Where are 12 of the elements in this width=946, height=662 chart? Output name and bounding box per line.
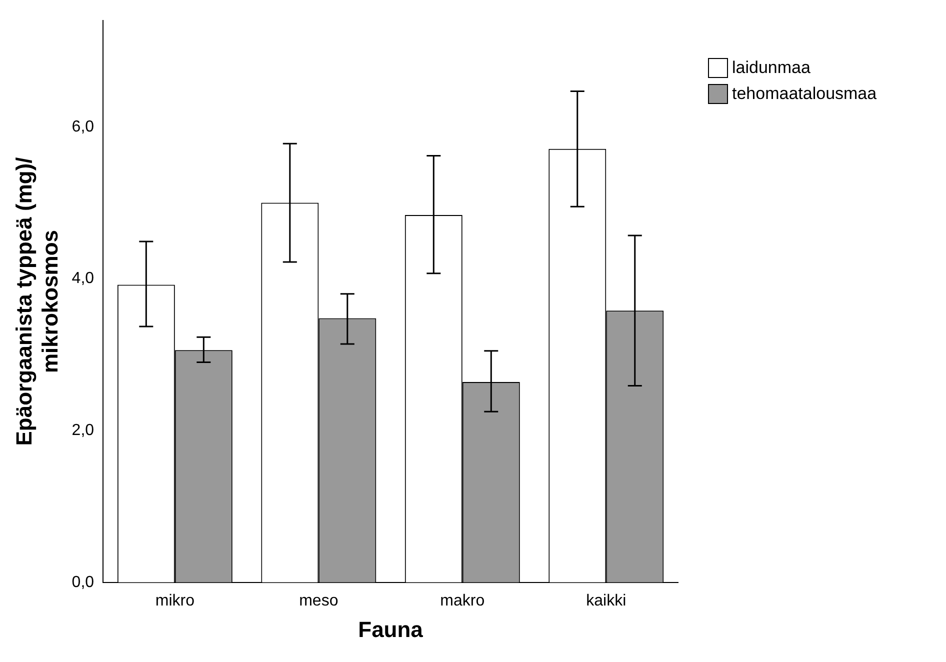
x-tick-label: makro	[440, 592, 485, 610]
y-tick-label: 2,0	[72, 422, 94, 439]
x-tick-label: mikro	[155, 592, 195, 610]
x-axis-title: Fauna	[358, 616, 424, 642]
x-tick-label: meso	[299, 592, 338, 610]
y-tick-label: 4,0	[72, 270, 94, 288]
y-tick-label: 0,0	[72, 574, 94, 591]
x-tick-label: kaikki	[586, 592, 626, 610]
y-tick-label: 6,0	[72, 118, 94, 136]
text: laidunmaa	[732, 58, 810, 78]
y-axis-title: Epäorgaanista typpeä (mg)/ mikrokosmos	[11, 157, 63, 446]
legend-label: tehomaatalousmaa	[732, 84, 877, 104]
